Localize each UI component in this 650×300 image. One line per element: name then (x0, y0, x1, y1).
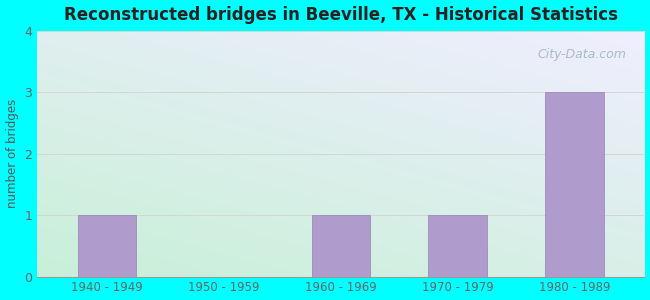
Title: Reconstructed bridges in Beeville, TX - Historical Statistics: Reconstructed bridges in Beeville, TX - … (64, 6, 618, 24)
Bar (78, 215, 136, 277)
Bar (311, 215, 370, 277)
Bar (545, 92, 604, 277)
Bar (428, 215, 487, 277)
Text: City-Data.com: City-Data.com (538, 48, 626, 61)
Y-axis label: number of bridges: number of bridges (6, 99, 19, 208)
